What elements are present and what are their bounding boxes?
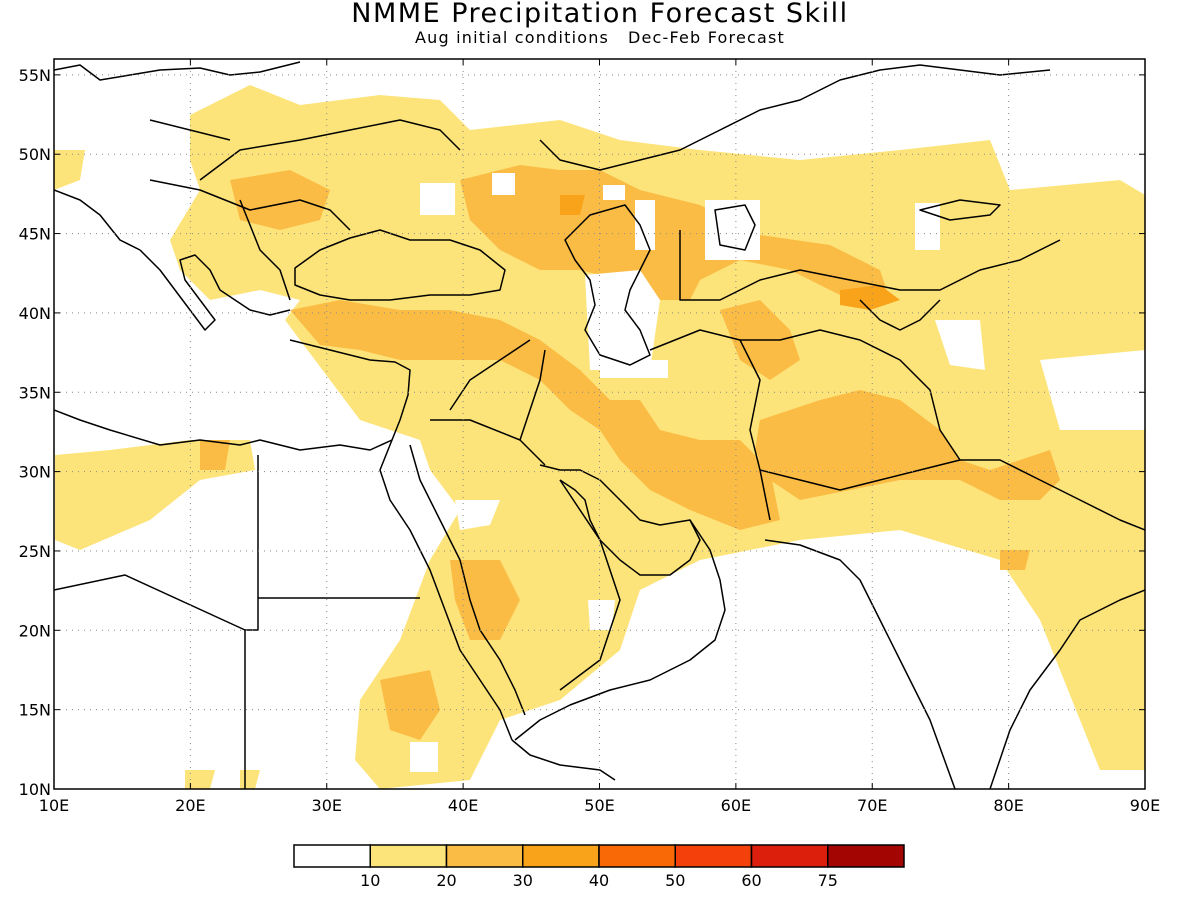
colorbar-swatch (445, 844, 524, 868)
lon-tick-label: 40E (448, 796, 478, 815)
lon-tick-label: 10E (39, 796, 69, 815)
colorbar-swatch (674, 844, 753, 868)
colorbar-label: 30 (513, 871, 533, 890)
colorbar-swatch (293, 844, 371, 868)
skill-30-40-region (560, 195, 900, 310)
map-title: NMME Precipitation Forecast Skill (351, 0, 849, 29)
colorbar-label: 40 (589, 871, 609, 890)
map-subtitle: Aug initial conditions Dec-Feb Forecast (414, 28, 786, 47)
lon-tick-label: 30E (312, 796, 342, 815)
colorbar-swatch (369, 844, 448, 868)
colorbar-swatch (598, 844, 676, 868)
colorbar-label: 75 (818, 871, 838, 890)
colorbar-swatch (522, 844, 600, 868)
colorbar-swatch (827, 844, 905, 868)
lat-tick-label: 35N (19, 383, 51, 402)
lat-tick-label: 15N (19, 701, 51, 720)
skill-20-30-region (200, 165, 1060, 740)
lat-tick-label: 40N (19, 304, 51, 323)
colorbar-label: 10 (360, 871, 380, 890)
lat-tick-label: 55N (19, 66, 51, 85)
lon-tick-label: 20E (175, 796, 205, 815)
longitude-axis: 10E 20E 30E 40E 50E 60E 70E 80E 90E (39, 59, 1160, 815)
colorbar-labels: 10 20 30 40 50 60 75 (360, 871, 838, 890)
lon-tick-label: 80E (993, 796, 1023, 815)
lon-tick-label: 90E (1130, 796, 1160, 815)
coastlines-and-borders (54, 61, 1145, 789)
lat-tick-label: 45N (19, 225, 51, 244)
colorbar-label: 60 (741, 871, 761, 890)
colorbar-swatch (750, 844, 829, 868)
lat-tick-label: 30N (19, 463, 51, 482)
colorbar-label: 20 (436, 871, 456, 890)
lon-tick-label: 60E (721, 796, 751, 815)
latitude-axis: 55N 50N 45N 40N 35N 30N 25N 20N 15N 10N (19, 66, 1145, 799)
lat-tick-label: 50N (19, 145, 51, 164)
lon-tick-label: 50E (584, 796, 614, 815)
colorbar-label: 50 (665, 871, 685, 890)
lat-tick-label: 20N (19, 621, 51, 640)
colorbar (293, 844, 905, 868)
lat-tick-label: 10N (19, 780, 51, 799)
lon-tick-label: 70E (857, 796, 887, 815)
lat-tick-label: 25N (19, 542, 51, 561)
